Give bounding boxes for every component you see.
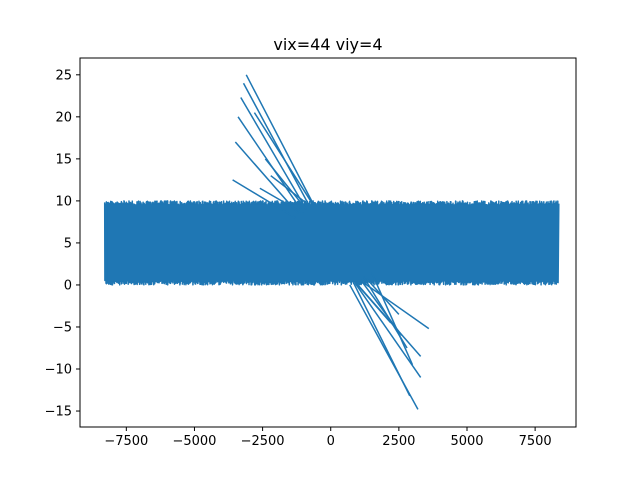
lower-spike-8 — [354, 281, 392, 324]
lower-spike-9 — [360, 279, 403, 336]
upper-spike-0 — [245, 74, 313, 202]
upper-spike-9 — [270, 175, 310, 206]
y-tick-label: 10 — [55, 194, 72, 209]
lower-spike-2 — [354, 282, 422, 378]
x-tick-label: 5000 — [450, 434, 483, 449]
y-tick-label: −5 — [53, 320, 72, 335]
series-line — [103, 74, 560, 410]
x-tick-label: 2500 — [382, 434, 415, 449]
upper-spike-5 — [234, 141, 299, 214]
y-tick-label: 25 — [55, 68, 72, 83]
x-tick-label: −7500 — [104, 434, 148, 449]
y-tick-label: −10 — [45, 363, 72, 378]
upper-spike-6 — [232, 179, 296, 219]
y-tick-label: 20 — [55, 110, 72, 125]
y-tick-label: 15 — [55, 152, 72, 167]
x-tick-label: −5000 — [172, 434, 216, 449]
x-tick-label: 7500 — [519, 434, 552, 449]
lower-spike-4 — [360, 280, 430, 330]
upper-spike-7 — [264, 158, 307, 210]
axes: −7500 −5000 −2500 0 2500 5000 7500 −15 −10 −5 0 5 10… — [45, 57, 577, 449]
upper-spike-8 — [259, 187, 304, 215]
y-tick-label: −15 — [45, 405, 72, 420]
plot-area — [103, 74, 560, 410]
upper-spike-3 — [253, 112, 313, 203]
lower-spike-1 — [351, 280, 411, 397]
x-tick-label: −2500 — [241, 434, 285, 449]
y-tick-label: 5 — [64, 236, 72, 251]
series-band-fill — [107, 204, 556, 282]
upper-spike-2 — [240, 97, 307, 210]
chart-title: vix=44 viy=4 — [273, 35, 382, 54]
y-tick-label: 0 — [64, 278, 72, 293]
series-band — [103, 200, 560, 286]
x-tick-label: 0 — [327, 434, 335, 449]
lower-spike-7 — [370, 272, 414, 366]
upper-spike-1 — [242, 82, 310, 206]
